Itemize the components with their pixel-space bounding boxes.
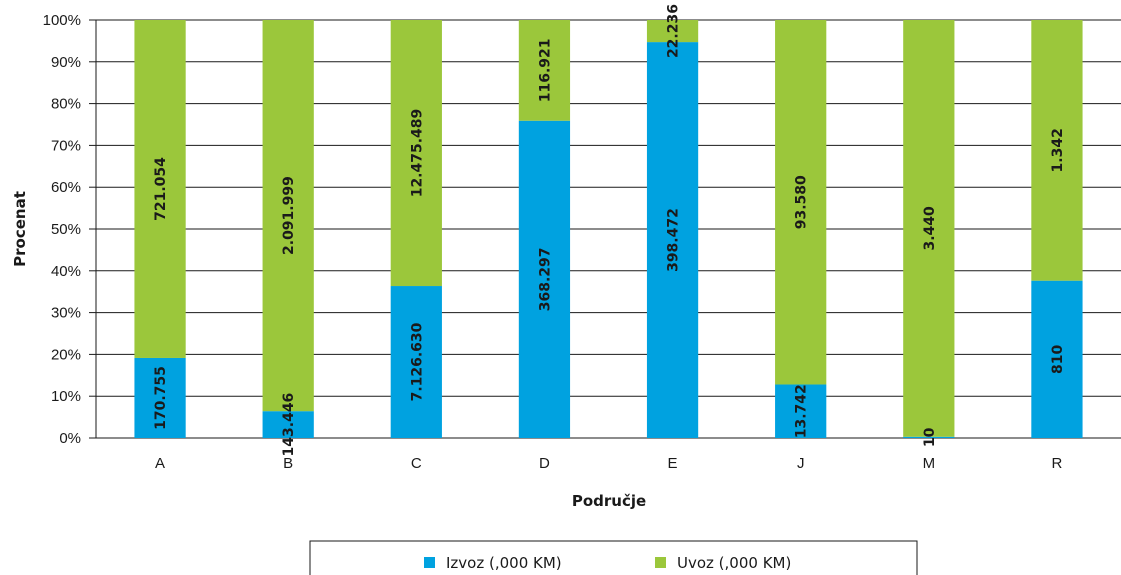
- data-label: 721.054: [153, 157, 169, 221]
- data-label: 1.342: [1050, 128, 1066, 172]
- legend-swatch: [424, 557, 435, 568]
- legend: Izvoz (,000 KM) Uvoz (,000 KM): [310, 541, 917, 575]
- data-label: 22.236: [666, 4, 682, 58]
- data-label: 170.755: [153, 366, 169, 430]
- data-label: 398.472: [666, 208, 682, 272]
- x-tick-label: E: [668, 455, 678, 472]
- data-label: 2.091.999: [281, 176, 297, 255]
- x-tick-label: R: [1052, 455, 1063, 472]
- y-tick-label: 50%: [51, 221, 81, 238]
- x-tick-label: A: [155, 455, 165, 472]
- legend-label: Izvoz (,000 KM): [446, 554, 562, 572]
- y-tick-label: 60%: [51, 179, 81, 196]
- x-axis-title: Područje: [572, 492, 646, 510]
- y-tick-label: 80%: [51, 96, 81, 113]
- y-tick-label: 70%: [51, 137, 81, 154]
- x-tick-label: B: [283, 455, 293, 472]
- y-tick-label: 100%: [43, 12, 81, 29]
- y-tick-label: 30%: [51, 305, 81, 322]
- legend-box: [310, 541, 917, 575]
- data-label: 143.446: [281, 393, 297, 457]
- x-tick-label: J: [797, 455, 805, 472]
- data-label: 12.475.489: [409, 109, 425, 198]
- x-tick-label: D: [539, 455, 550, 472]
- gridlines: [89, 20, 1121, 438]
- data-label: 10: [922, 427, 938, 447]
- y-tick-label: 0%: [59, 430, 81, 447]
- legend-label: Uvoz (,000 KM): [677, 554, 791, 572]
- x-tick-label: C: [411, 455, 422, 472]
- y-tick-label: 40%: [51, 263, 81, 280]
- data-label: 7.126.630: [409, 322, 425, 401]
- y-tick-label: 90%: [51, 54, 81, 71]
- data-label: 368.297: [537, 247, 553, 311]
- data-label: 13.742: [794, 384, 810, 438]
- y-tick-labels: 0% 10% 20% 30% 40% 50% 60% 70% 80% 90% 100%: [43, 12, 81, 447]
- data-label: 3.440: [922, 206, 938, 251]
- y-tick-label: 20%: [51, 346, 81, 363]
- y-axis-title: Procenat: [11, 191, 29, 267]
- x-tick-label: M: [923, 455, 936, 472]
- data-label: 116.921: [537, 38, 553, 102]
- data-label: 810: [1050, 344, 1066, 373]
- legend-swatch: [655, 557, 666, 568]
- data-label: 93.580: [794, 175, 810, 229]
- y-tick-label: 10%: [51, 388, 81, 405]
